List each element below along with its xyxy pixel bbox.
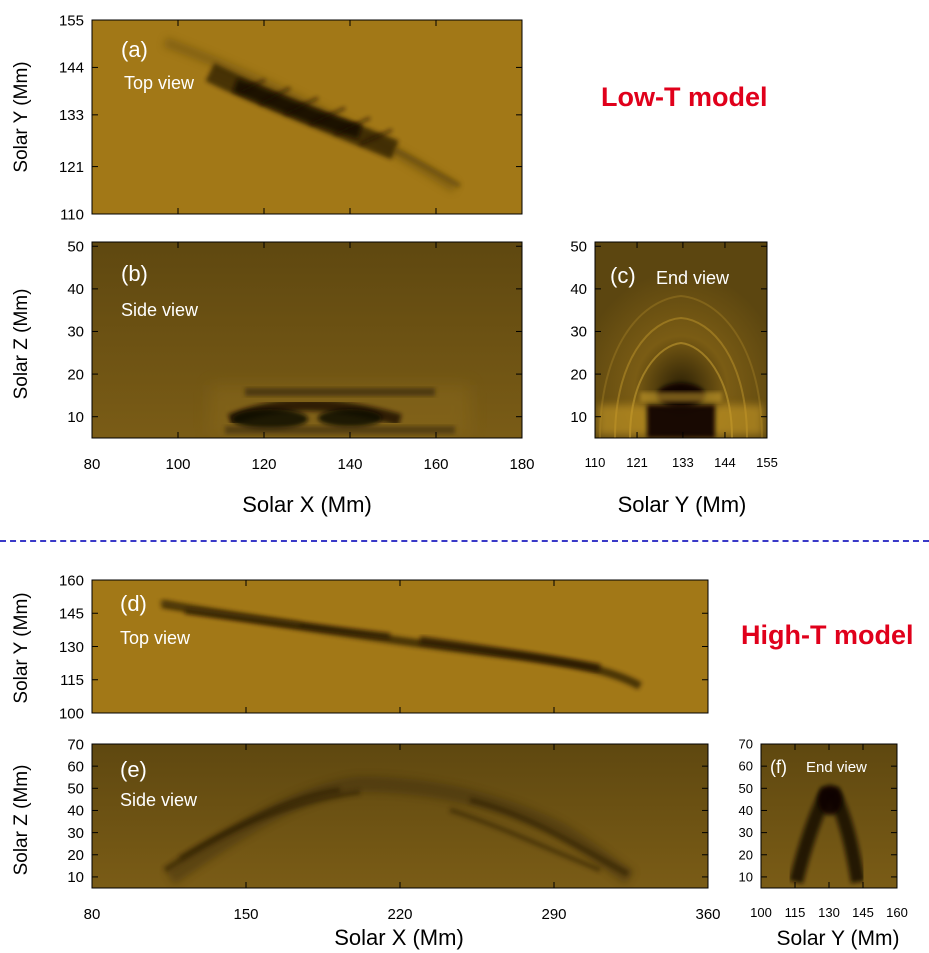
panel-c-ytick-label: 50 bbox=[570, 239, 587, 256]
panel-b: (b) Side view bbox=[91, 241, 523, 439]
panel-b-xlabel: Solar X (Mm) bbox=[242, 492, 372, 517]
panel-b-ytick-label: 20 bbox=[67, 366, 84, 383]
panel-e-filament bbox=[163, 775, 635, 885]
panel-e-ytick-label: 70 bbox=[67, 736, 84, 753]
panel-b-ytick-label: 10 bbox=[67, 409, 84, 426]
panel-d: (d) Top view bbox=[91, 579, 709, 714]
panel-b-ytick-label: 40 bbox=[67, 281, 84, 298]
low-t-model-label: Low-T model bbox=[601, 82, 768, 112]
panel-a-ylabel: Solar Y (Mm) bbox=[11, 61, 32, 172]
panel-c-xtick-label: 155 bbox=[756, 455, 778, 470]
panel-e-xtick-label: 80 bbox=[84, 906, 101, 923]
panel-f-ytick-label: 30 bbox=[739, 825, 753, 840]
panel-f-letter: (f) bbox=[770, 757, 787, 777]
panel-f-ytick-label: 20 bbox=[739, 847, 753, 862]
panel-e-ytick-label: 50 bbox=[67, 781, 84, 798]
panel-d-view-label: Top view bbox=[120, 628, 191, 648]
panel-d-ytick-label: 130 bbox=[59, 639, 84, 656]
axis-ticks: 155 144 133 121 110 50 40 30 20 10 80 100 120 140 160 1… bbox=[59, 12, 908, 923]
panel-c-ytick-label: 20 bbox=[570, 366, 587, 383]
panel-f-ytick-label: 50 bbox=[739, 781, 753, 796]
panel-d-filament bbox=[159, 600, 642, 690]
panel-f: (f) End view bbox=[760, 743, 898, 889]
panel-c-filament bbox=[598, 294, 763, 438]
panel-f-view-label: End view bbox=[806, 759, 867, 776]
panel-b-ylabel: Solar Z (Mm) bbox=[11, 289, 32, 400]
panel-a-filament bbox=[163, 37, 462, 193]
panel-e-view-label: Side view bbox=[120, 790, 198, 810]
panel-f-filament bbox=[789, 785, 865, 884]
panel-c-view-label: End view bbox=[656, 268, 730, 288]
panel-e-ytick-label: 10 bbox=[67, 869, 84, 886]
panel-d-letter: (d) bbox=[120, 591, 147, 616]
panel-f-xtick-label: 145 bbox=[852, 905, 874, 920]
panel-f-ytick-label: 10 bbox=[739, 869, 753, 884]
panel-c-ytick-label: 30 bbox=[570, 324, 587, 341]
panel-e-ytick-label: 40 bbox=[67, 803, 84, 820]
panel-a-ytick-label: 144 bbox=[59, 60, 84, 77]
panel-a: (a) Top view bbox=[91, 19, 523, 215]
panel-a-ytick-label: 155 bbox=[59, 12, 84, 29]
panel-b-view-label: Side view bbox=[121, 300, 199, 320]
panel-b-letter: (b) bbox=[121, 261, 148, 286]
panel-f-xtick-label: 130 bbox=[818, 905, 840, 920]
panel-c-xtick-label: 133 bbox=[672, 455, 694, 470]
panel-f-ytick-label: 70 bbox=[739, 737, 753, 752]
panel-d-ytick-label: 115 bbox=[60, 672, 84, 689]
panel-e-xtick-label: 360 bbox=[695, 906, 720, 923]
high-t-model-label: High-T model bbox=[741, 620, 914, 650]
panel-b-xtick-label: 100 bbox=[165, 456, 190, 473]
panel-d-background bbox=[92, 580, 708, 713]
panel-c-xtick-label: 121 bbox=[626, 455, 648, 470]
panel-e-xlabel: Solar X (Mm) bbox=[334, 925, 464, 950]
panel-a-letter: (a) bbox=[121, 37, 148, 62]
panel-e-ylabel: Solar Z (Mm) bbox=[11, 765, 32, 876]
panel-f-xtick-label: 160 bbox=[886, 905, 908, 920]
panel-d-ytick-label: 145 bbox=[59, 606, 84, 623]
panel-f-ytick-label: 40 bbox=[739, 803, 753, 818]
panel-d-ytick-label: 100 bbox=[59, 705, 84, 722]
panel-c-xtick-label: 144 bbox=[714, 455, 736, 470]
panel-d-ylabel: Solar Y (Mm) bbox=[11, 592, 32, 703]
panel-f-xtick-label: 115 bbox=[785, 905, 806, 920]
panel-e: (e) Side view bbox=[91, 743, 709, 889]
panel-b-xtick-label: 180 bbox=[509, 456, 534, 473]
panel-d-ytick-label: 160 bbox=[59, 572, 84, 589]
panel-e-xtick-label: 290 bbox=[541, 906, 566, 923]
panel-b-xtick-label: 160 bbox=[423, 456, 448, 473]
panel-e-xtick-label: 150 bbox=[233, 906, 258, 923]
panel-a-ytick-label: 110 bbox=[60, 206, 84, 223]
panel-e-ytick-label: 60 bbox=[67, 758, 84, 775]
panel-c-letter: (c) bbox=[610, 263, 636, 288]
panel-a-ytick-label: 133 bbox=[59, 107, 84, 124]
panel-e-xtick-label: 220 bbox=[387, 906, 412, 923]
panel-c-xtick-label: 110 bbox=[585, 455, 606, 470]
panel-b-xtick-label: 140 bbox=[337, 456, 362, 473]
panel-f-xtick-label: 100 bbox=[750, 905, 772, 920]
panel-e-ytick-label: 20 bbox=[67, 847, 84, 864]
panel-b-ytick-label: 30 bbox=[67, 324, 84, 341]
panel-e-letter: (e) bbox=[120, 757, 147, 782]
panel-e-ytick-label: 30 bbox=[67, 825, 84, 842]
panel-b-xtick-label: 120 bbox=[251, 456, 276, 473]
panel-c-ytick-label: 40 bbox=[570, 281, 587, 298]
panel-c: (c) End view bbox=[594, 241, 768, 439]
panel-f-background bbox=[761, 744, 897, 888]
panel-a-ytick-label: 121 bbox=[59, 159, 84, 176]
model-separator bbox=[0, 540, 929, 542]
panel-b-filament bbox=[210, 385, 470, 435]
panel-b-ytick-label: 50 bbox=[67, 239, 84, 256]
panel-f-ytick-label: 60 bbox=[739, 759, 753, 774]
panel-f-xlabel: Solar Y (Mm) bbox=[777, 927, 900, 950]
panel-a-view-label: Top view bbox=[124, 73, 195, 93]
panel-b-xtick-label: 80 bbox=[84, 456, 101, 473]
panel-c-ytick-label: 10 bbox=[570, 409, 587, 426]
panel-c-xlabel: Solar Y (Mm) bbox=[618, 492, 747, 517]
